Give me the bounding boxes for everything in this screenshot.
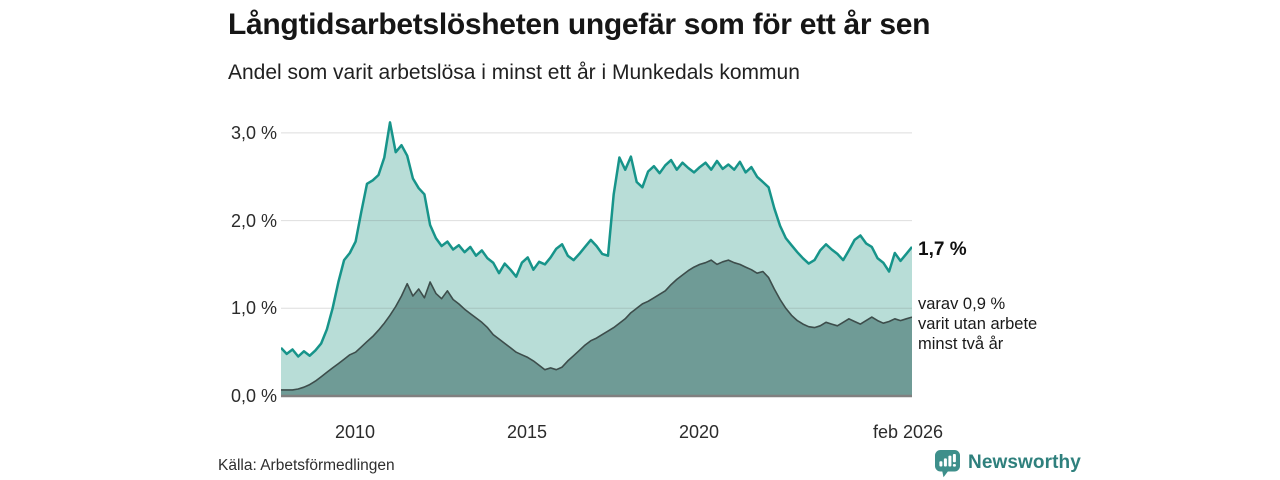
x-axis-label-feb-2026: feb 2026 [872, 422, 944, 442]
newsworthy-logo: Newsworthy [934, 448, 1081, 478]
end-sub-label-line1: varav 0,9 % [918, 295, 1006, 313]
x-axis-label-2020: 2020 [678, 422, 720, 442]
source-note: Källa: Arbetsförmedlingen [218, 457, 395, 474]
end-sub-label-line3: minst två år [918, 335, 1004, 353]
y-axis-label-3: 3,0 % [230, 123, 277, 143]
area-twoyear-line [281, 259, 912, 391]
y-axis-label-1: 1,0 % [230, 298, 277, 318]
end-value-label: 1,7 % [918, 239, 967, 260]
newsworthy-logo-text: Newsworthy [968, 452, 1081, 473]
chart-subtitle: Andel som varit arbetslösa i minst ett å… [228, 61, 800, 84]
end-sub-label-line2: varit utan arbete [918, 315, 1038, 333]
y-axis-label-0: 0,0 % [230, 386, 277, 406]
area-total-line [281, 121, 912, 358]
end-sub-label: varav 0,9 % varit utan arbete minst två … [918, 294, 1037, 354]
y-axis-label-2: 2,0 % [230, 211, 277, 231]
unemployment-area-chart [281, 121, 912, 398]
x-axis-label-2015: 2015 [506, 422, 548, 442]
chart-title: Långtidsarbetslösheten ungefär som för e… [228, 8, 931, 41]
speech-bubble-barchart-icon [935, 449, 960, 477]
x-axis-label-2010: 2010 [334, 422, 376, 442]
area-twoyear-fill [281, 260, 912, 396]
